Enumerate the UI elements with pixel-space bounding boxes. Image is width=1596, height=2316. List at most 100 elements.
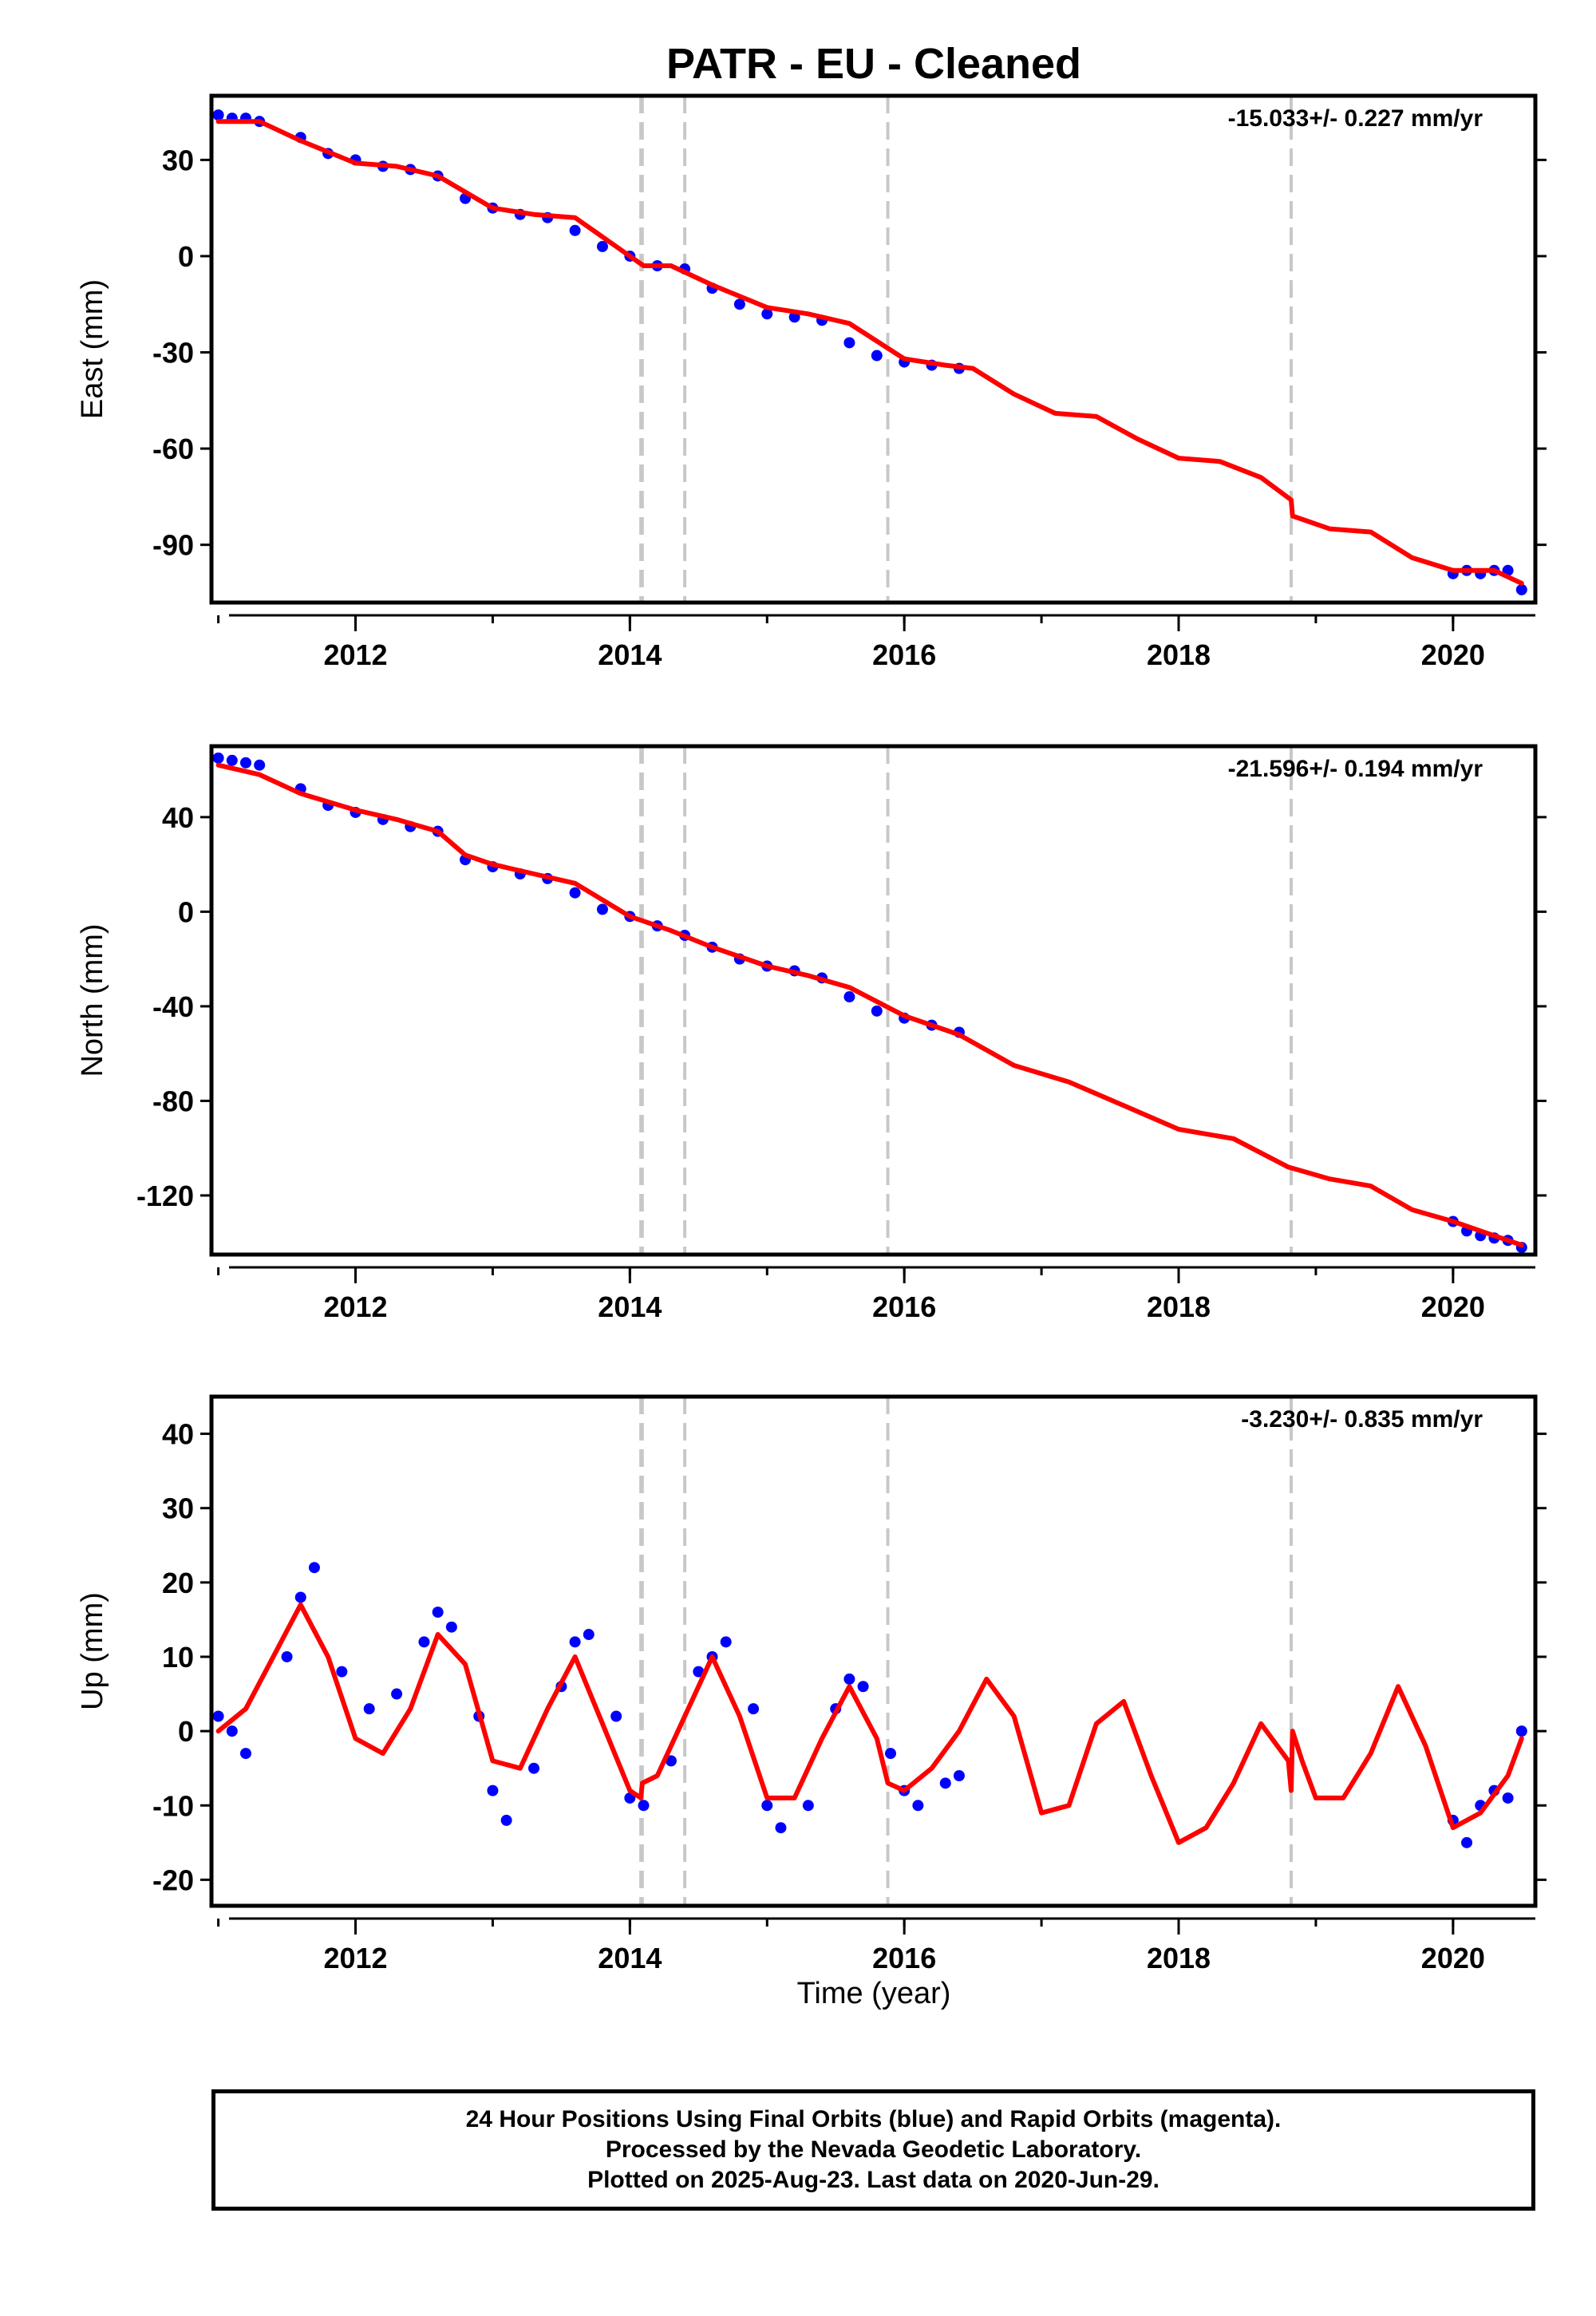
up-observation-point xyxy=(308,1562,320,1574)
y-tick-label: 20 xyxy=(162,1567,194,1599)
x-tick-label: 2016 xyxy=(872,1942,936,1974)
east-observation-point xyxy=(871,350,883,362)
x-tick-label: 2020 xyxy=(1421,638,1485,671)
y-tick-label: 30 xyxy=(162,144,194,176)
up-model-line xyxy=(215,1602,1524,1845)
north-plot-frame xyxy=(209,744,1538,1257)
up-observation-point xyxy=(720,1636,732,1648)
north-panel: 40 0 -40 -80 -120 2012 2014 2016 2018 2020 North (… xyxy=(76,744,1547,1323)
y-tick-label: -120 xyxy=(136,1180,194,1212)
east-panel: 30 0 -30 -60 -90 2012 2014 2016 2018 2020 East (mm… xyxy=(76,93,1547,671)
east-model-line xyxy=(215,119,1524,586)
caption-line-2: Processed by the Nevada Geodetic Laborat… xyxy=(605,2136,1142,2163)
y-tick-label: -60 xyxy=(152,433,194,465)
east-observation-point xyxy=(733,298,745,310)
up-observation-point xyxy=(1502,1792,1514,1804)
y-tick-label: -10 xyxy=(152,1789,194,1822)
up-observation-point xyxy=(1515,1725,1527,1737)
caption-line-3: Plotted on 2025-Aug-23. Last data on 202… xyxy=(587,2167,1159,2193)
up-observation-point xyxy=(761,1800,773,1812)
up-observation-point xyxy=(748,1703,760,1715)
north-observation-point xyxy=(843,991,855,1003)
east-rate-label: -15.033+/- 0.227 mm/yr xyxy=(1228,105,1483,132)
up-observation-point xyxy=(610,1710,622,1722)
y-tick-label: 40 xyxy=(162,1418,194,1451)
y-tick-label: -90 xyxy=(152,529,194,562)
y-tick-label: -20 xyxy=(152,1863,194,1896)
y-tick-label: 40 xyxy=(162,801,194,834)
north-observation-point xyxy=(569,887,581,899)
north-rate-label: -21.596+/- 0.194 mm/yr xyxy=(1228,756,1483,782)
east-y-axis-label: East (mm) xyxy=(76,279,109,419)
x-tick-label: 2018 xyxy=(1147,1290,1211,1323)
up-observation-point xyxy=(432,1607,444,1618)
up-observation-point xyxy=(884,1748,896,1760)
up-observation-point xyxy=(418,1636,430,1648)
y-tick-label: 0 xyxy=(178,1715,194,1748)
north-y-axis-label: North (mm) xyxy=(76,923,109,1077)
y-tick-label: 10 xyxy=(162,1641,194,1674)
up-rate-label: -3.230+/- 0.835 mm/yr xyxy=(1241,1406,1483,1433)
x-tick-label: 2014 xyxy=(598,1290,662,1323)
up-observation-point xyxy=(693,1666,705,1678)
east-observation-point xyxy=(569,224,581,236)
up-observation-point xyxy=(953,1770,965,1782)
up-observation-point xyxy=(500,1814,512,1826)
caption-line-1: 24 Hour Positions Using Final Orbits (bl… xyxy=(465,2106,1282,2132)
up-plot-frame xyxy=(209,1394,1538,1908)
x-axis-label: Time (year) xyxy=(797,1977,951,2010)
north-observation-point xyxy=(212,752,224,764)
up-observation-point xyxy=(939,1777,951,1789)
y-tick-label: -30 xyxy=(152,337,194,370)
east-plot-frame xyxy=(209,93,1538,605)
east-observation-point xyxy=(761,308,773,320)
north-observation-point xyxy=(226,754,238,766)
east-observation-point xyxy=(596,240,608,252)
up-observation-point xyxy=(239,1748,251,1760)
panels-group: 30 0 -30 -60 -90 2012 2014 2016 2018 2020 East (mm… xyxy=(76,93,1547,1974)
up-observation-point xyxy=(363,1703,375,1715)
x-tick-label: 2012 xyxy=(323,1290,387,1323)
x-tick-label: 2012 xyxy=(323,1942,387,1974)
x-tick-label: 2014 xyxy=(598,1942,662,1974)
up-observation-point xyxy=(583,1629,595,1641)
x-tick-label: 2012 xyxy=(323,638,387,671)
up-observation-point xyxy=(665,1755,677,1767)
y-tick-label: 30 xyxy=(162,1492,194,1525)
up-y-axis-label: Up (mm) xyxy=(76,1592,109,1710)
up-observation-point xyxy=(857,1681,869,1693)
up-observation-point xyxy=(775,1822,787,1834)
east-observation-point xyxy=(1515,583,1527,595)
north-observation-point xyxy=(596,903,608,915)
x-tick-label: 2014 xyxy=(598,638,662,671)
x-tick-label: 2016 xyxy=(872,1290,936,1323)
up-observation-point xyxy=(843,1673,855,1685)
x-tick-label: 2018 xyxy=(1147,1942,1211,1974)
up-observation-point xyxy=(336,1666,348,1678)
y-tick-label: -80 xyxy=(152,1085,194,1117)
up-observation-point xyxy=(912,1800,924,1812)
north-observation-point xyxy=(239,757,251,769)
east-observation-point xyxy=(843,337,855,349)
up-observation-point xyxy=(391,1688,403,1700)
x-tick-label: 2016 xyxy=(872,638,936,671)
north-model-line xyxy=(215,762,1524,1248)
up-observation-point xyxy=(281,1650,293,1662)
north-observation-point xyxy=(254,759,266,771)
east-observation-point xyxy=(212,109,224,121)
up-panel: 40 30 20 10 0 -10 -20 2012 2014 2016 2018 2020 Up (m… xyxy=(76,1394,1547,1974)
up-observation-point xyxy=(294,1591,306,1603)
up-observation-point xyxy=(445,1621,457,1633)
x-tick-label: 2020 xyxy=(1421,1290,1485,1323)
up-observation-point xyxy=(1461,1836,1473,1848)
y-tick-label: -40 xyxy=(152,990,194,1023)
up-observation-point xyxy=(226,1725,238,1737)
up-observation-point xyxy=(487,1784,499,1796)
x-tick-label: 2020 xyxy=(1421,1942,1485,1974)
up-observation-point xyxy=(638,1800,650,1812)
figure-title: PATR - EU - Cleaned xyxy=(666,40,1081,88)
up-observation-point xyxy=(802,1800,814,1812)
caption-box: 24 Hour Positions Using Final Orbits (bl… xyxy=(211,2089,1535,2211)
y-tick-label: 0 xyxy=(178,895,194,928)
